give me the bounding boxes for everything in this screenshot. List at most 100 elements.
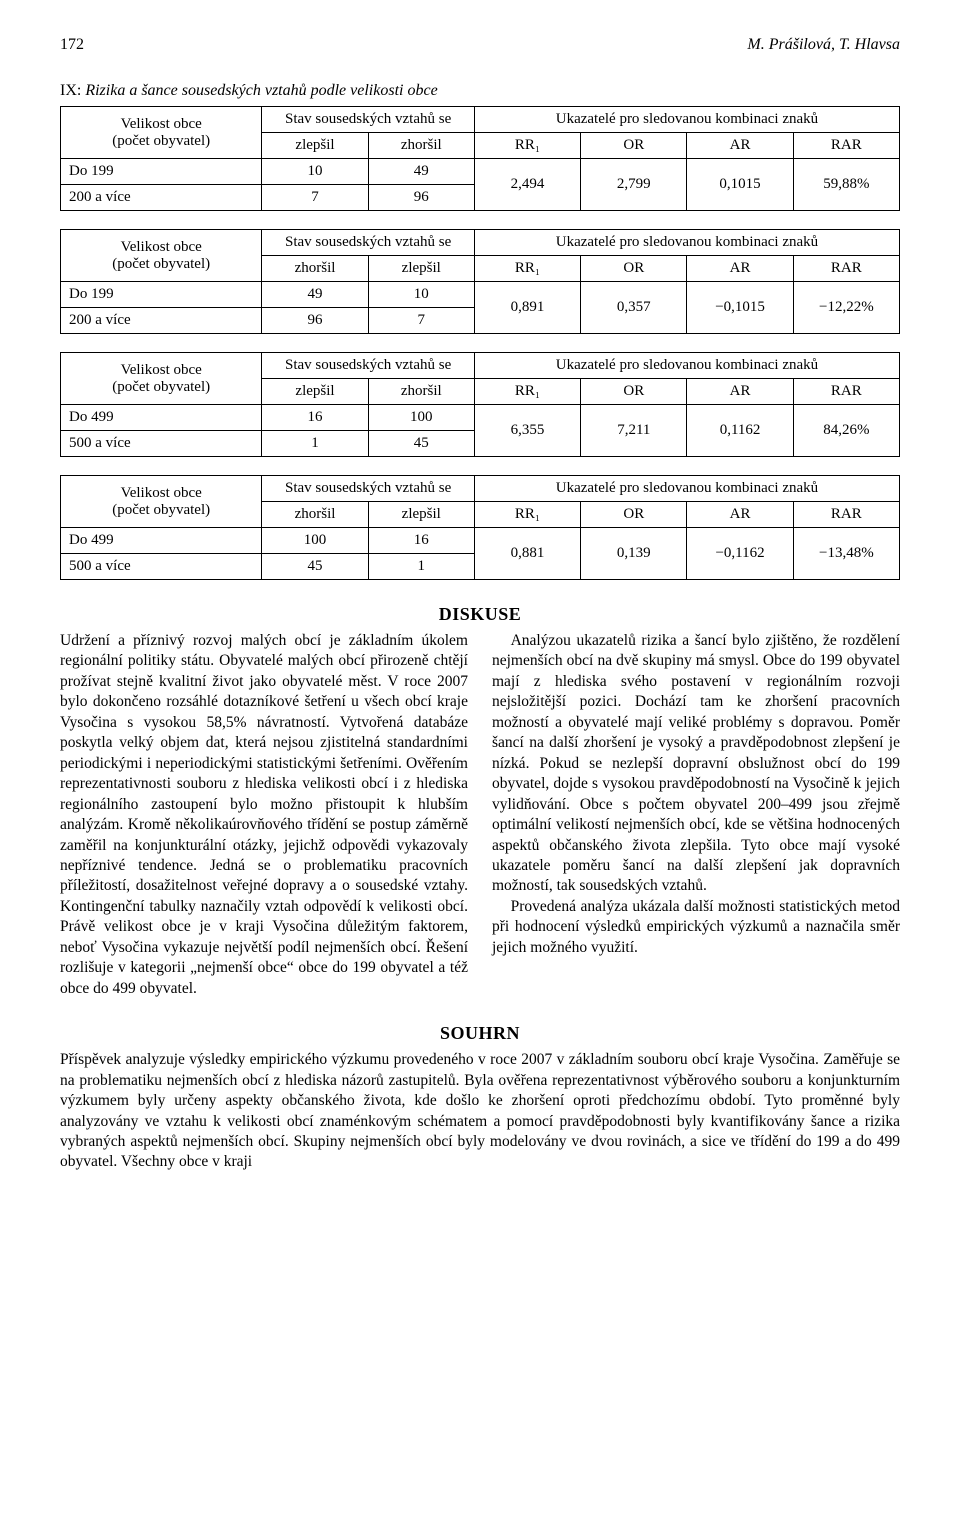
table-block: Velikost obce(počet obyvatel)Stav soused…: [60, 475, 900, 580]
page-header: 172 M. Prášilová, T. Hlavsa: [60, 36, 900, 54]
metric-rar: −13,48%: [793, 528, 899, 580]
table-block: Velikost obce(počet obyvatel)Stav soused…: [60, 229, 900, 334]
page-number: 172: [60, 36, 84, 54]
col-header: AR: [687, 502, 793, 528]
stav-header: Stav sousedských vztahů se: [262, 230, 475, 256]
metric-or: 0,357: [581, 282, 687, 334]
table-row: Do 19910492,4942,7990,101559,88%: [61, 159, 900, 185]
cell-a: 1: [262, 431, 368, 457]
table-row: Do 499161006,3557,2110,116284,26%: [61, 405, 900, 431]
metric-or: 2,799: [581, 159, 687, 211]
cell-a: 96: [262, 308, 368, 334]
cell-b: 96: [368, 185, 474, 211]
metric-rar: −12,22%: [793, 282, 899, 334]
cell-a: 100: [262, 528, 368, 554]
table-ix-roman: IX:: [60, 82, 81, 99]
metric-ar: 0,1015: [687, 159, 793, 211]
metric-ar: −0,1015: [687, 282, 793, 334]
page: 172 M. Prášilová, T. Hlavsa IX: Rizika a…: [0, 0, 960, 1213]
cell-a: 45: [262, 554, 368, 580]
col-header: RAR: [793, 133, 899, 159]
metric-rr: 0,881: [474, 528, 580, 580]
col-header: OR: [581, 379, 687, 405]
stav-header: Stav sousedských vztahů se: [262, 353, 475, 379]
diskuse-para: Analýzou ukazatelů rizika a šancí bylo z…: [492, 631, 900, 897]
table-block: Velikost obce(počet obyvatel)Stav soused…: [60, 352, 900, 457]
souhrn-heading: SOUHRN: [60, 1023, 900, 1044]
diskuse-para: Provedená analýza ukázala další možnosti…: [492, 897, 900, 958]
stav-header: Stav sousedských vztahů se: [262, 107, 475, 133]
ukaz-header: Ukazatelé pro sledovanou kombinaci znaků: [474, 476, 899, 502]
cell-b: 10: [368, 282, 474, 308]
diskuse-para: Udržení a příznivý rozvoj malých obcí je…: [60, 631, 468, 999]
col-header: zlepšil: [262, 133, 368, 159]
col-header: zlepšil: [262, 379, 368, 405]
row-label: Do 499: [61, 528, 262, 554]
row-label: 500 a více: [61, 431, 262, 457]
col-header: RAR: [793, 256, 899, 282]
metric-ar: 0,1162: [687, 405, 793, 457]
metric-rr: 0,891: [474, 282, 580, 334]
table-row: Do 499100160,8810,139−0,1162−13,48%: [61, 528, 900, 554]
col-header: AR: [687, 133, 793, 159]
col-header: AR: [687, 256, 793, 282]
cell-b: 16: [368, 528, 474, 554]
col-header: AR: [687, 379, 793, 405]
cell-b: 7: [368, 308, 474, 334]
col-header: RR₁: [474, 379, 580, 405]
col-header: OR: [581, 256, 687, 282]
metric-ar: −0,1162: [687, 528, 793, 580]
col-header: zhoršil: [368, 379, 474, 405]
ukaz-header: Ukazatelé pro sledovanou kombinaci znaků: [474, 107, 899, 133]
col-header: zhoršil: [262, 256, 368, 282]
col-header: OR: [581, 133, 687, 159]
diskuse-heading: DISKUSE: [60, 604, 900, 625]
metric-rar: 59,88%: [793, 159, 899, 211]
authors: M. Prášilová, T. Hlavsa: [747, 36, 900, 54]
metric-or: 7,211: [581, 405, 687, 457]
col-header: RAR: [793, 502, 899, 528]
metric-rr: 2,494: [474, 159, 580, 211]
cell-a: 10: [262, 159, 368, 185]
cell-a: 16: [262, 405, 368, 431]
souhrn-para: Příspěvek analyzuje výsledky empirického…: [60, 1050, 900, 1173]
row-label: Do 199: [61, 282, 262, 308]
diskuse-body: Udržení a příznivý rozvoj malých obcí je…: [60, 631, 900, 999]
ukaz-header: Ukazatelé pro sledovanou kombinaci znaků: [474, 230, 899, 256]
col-header: RR₁: [474, 133, 580, 159]
cell-b: 1: [368, 554, 474, 580]
row-label: Do 499: [61, 405, 262, 431]
size-header: Velikost obce(počet obyvatel): [61, 230, 262, 282]
col-header: OR: [581, 502, 687, 528]
metric-or: 0,139: [581, 528, 687, 580]
cell-a: 49: [262, 282, 368, 308]
cell-a: 7: [262, 185, 368, 211]
row-label: 500 a více: [61, 554, 262, 580]
col-header: RR₁: [474, 502, 580, 528]
table-ix: Velikost obce(počet obyvatel)Stav soused…: [60, 106, 900, 580]
metric-rar: 84,26%: [793, 405, 899, 457]
col-header: zlepšil: [368, 256, 474, 282]
size-header: Velikost obce(počet obyvatel): [61, 107, 262, 159]
table-ix-title: IX: Rizika a šance sousedských vztahů po…: [60, 82, 900, 100]
col-header: zhoršil: [262, 502, 368, 528]
souhrn-body: Příspěvek analyzuje výsledky empirického…: [60, 1050, 900, 1173]
ukaz-header: Ukazatelé pro sledovanou kombinaci znaků: [474, 353, 899, 379]
size-header: Velikost obce(počet obyvatel): [61, 476, 262, 528]
cell-b: 49: [368, 159, 474, 185]
row-label: 200 a více: [61, 308, 262, 334]
col-header: RR₁: [474, 256, 580, 282]
col-header: RAR: [793, 379, 899, 405]
row-label: 200 a více: [61, 185, 262, 211]
col-header: zlepšil: [368, 502, 474, 528]
metric-rr: 6,355: [474, 405, 580, 457]
stav-header: Stav sousedských vztahů se: [262, 476, 475, 502]
row-label: Do 199: [61, 159, 262, 185]
size-header: Velikost obce(počet obyvatel): [61, 353, 262, 405]
cell-b: 100: [368, 405, 474, 431]
table-ix-caption: Rizika a šance sousedských vztahů podle …: [85, 82, 437, 99]
col-header: zhoršil: [368, 133, 474, 159]
cell-b: 45: [368, 431, 474, 457]
table-row: Do 19949100,8910,357−0,1015−12,22%: [61, 282, 900, 308]
table-block: Velikost obce(počet obyvatel)Stav soused…: [60, 106, 900, 211]
